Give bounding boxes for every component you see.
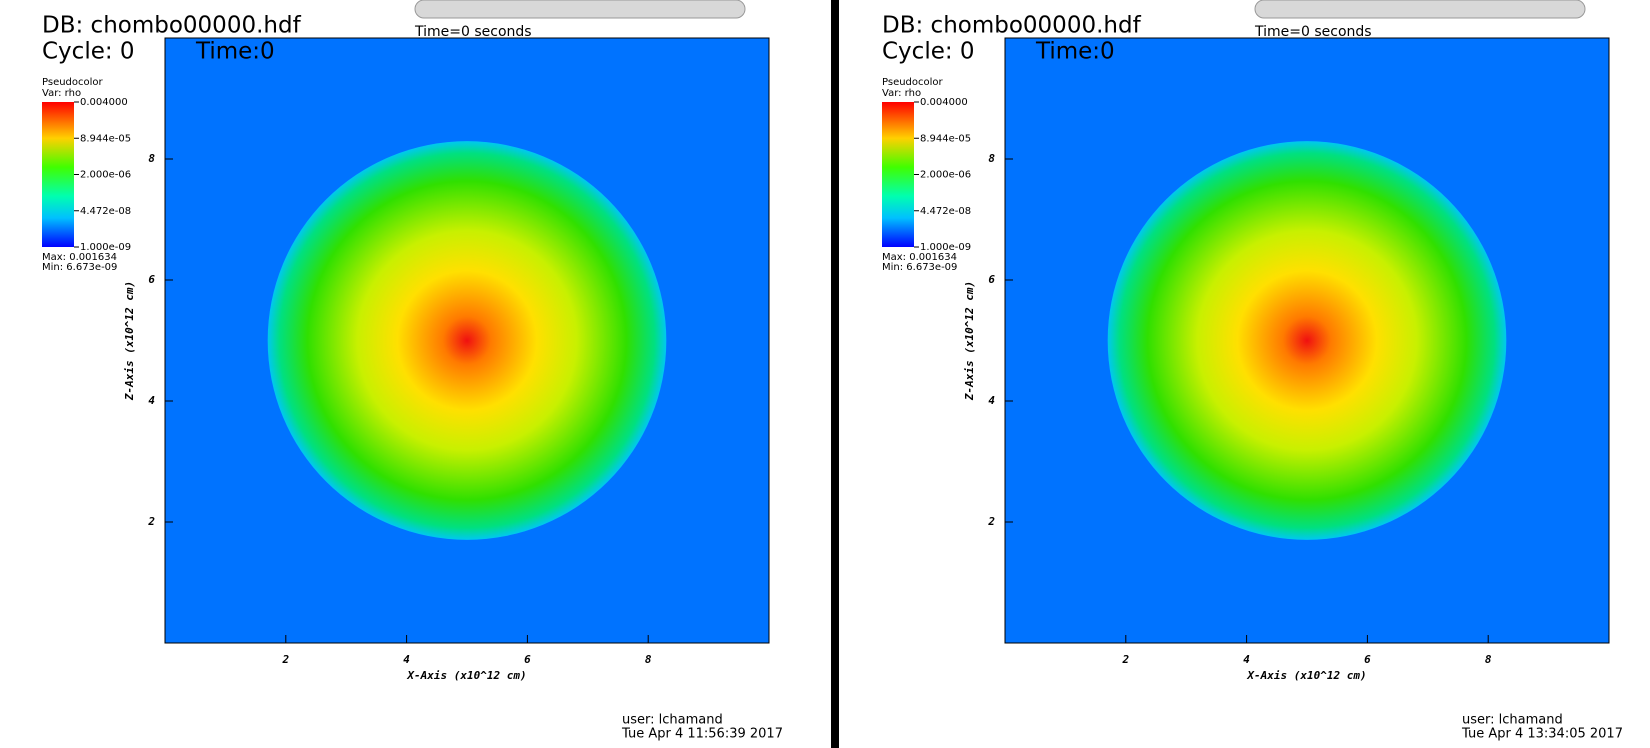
panel: Time=0 seconds DB: chombo00000.hdfCycle: … bbox=[42, 0, 783, 742]
x-tick-label: 6 bbox=[524, 653, 531, 666]
divider bbox=[831, 0, 839, 748]
x-tick-label: 4 bbox=[403, 653, 410, 666]
x-tick-label: 4 bbox=[1243, 653, 1250, 666]
legend-label: 1.000e-09 bbox=[920, 242, 971, 253]
date: Tue Apr 4 11:56:39 2017 bbox=[621, 727, 783, 742]
x-tick-label: 2 bbox=[1121, 653, 1129, 666]
legend-var: Var: rho bbox=[882, 88, 921, 99]
color-bar bbox=[882, 102, 914, 247]
legend-title: Pseudocolor bbox=[882, 77, 944, 88]
time: Time:0 bbox=[1035, 39, 1115, 65]
cycle: Cycle: 0 bbox=[42, 39, 135, 65]
panel: Time=0 seconds DB: chombo00000.hdfCycle: … bbox=[882, 0, 1623, 742]
y-tick-label: 4 bbox=[148, 394, 155, 407]
legend-title: Pseudocolor bbox=[42, 77, 104, 88]
y-tick-label: 8 bbox=[148, 152, 155, 165]
slider-label: Time=0 seconds bbox=[414, 24, 532, 40]
legend-label: 8.944e-05 bbox=[80, 133, 131, 144]
x-tick-label: 8 bbox=[1485, 653, 1492, 666]
z-axis-title: Z-Axis (x10^12 cm) bbox=[963, 281, 976, 401]
time: Time:0 bbox=[195, 39, 275, 65]
legend-label: 8.944e-05 bbox=[920, 133, 971, 144]
y-tick-label: 2 bbox=[147, 515, 155, 528]
legend-label: 0.004000 bbox=[80, 97, 128, 108]
user: user: lchamand bbox=[622, 713, 723, 728]
legend-label: 4.472e-08 bbox=[80, 206, 131, 217]
cycle: Cycle: 0 bbox=[882, 39, 975, 65]
slider-label: Time=0 seconds bbox=[1254, 24, 1372, 40]
z-axis-title: Z-Axis (x10^12 cm) bbox=[123, 281, 136, 401]
time-slider bbox=[1254, 0, 1586, 19]
legend-var: Var: rho bbox=[42, 88, 81, 99]
legend-label: 1.000e-09 bbox=[80, 242, 131, 253]
x-axis-title: X-Axis (x10^12 cm) bbox=[406, 669, 526, 682]
y-tick-label: 2 bbox=[987, 515, 995, 528]
legend-min: Min: 6.673e-09 bbox=[882, 262, 957, 273]
db-name: DB: chombo00000.hdf bbox=[42, 13, 302, 39]
x-axis-title: X-Axis (x10^12 cm) bbox=[1246, 669, 1366, 682]
y-tick-label: 6 bbox=[148, 273, 155, 286]
legend-max: Max: 0.001634 bbox=[42, 252, 117, 263]
x-tick-label: 6 bbox=[1364, 653, 1371, 666]
legend-label: 0.004000 bbox=[920, 97, 968, 108]
user: user: lchamand bbox=[1462, 713, 1563, 728]
time-slider bbox=[414, 0, 746, 19]
y-tick-label: 4 bbox=[988, 394, 995, 407]
y-tick-label: 6 bbox=[988, 273, 995, 286]
legend-min: Min: 6.673e-09 bbox=[42, 262, 117, 273]
x-tick-label: 2 bbox=[281, 653, 289, 666]
density-field bbox=[267, 141, 667, 540]
legend-max: Max: 0.001634 bbox=[882, 252, 957, 263]
date: Tue Apr 4 13:34:05 2017 bbox=[1461, 727, 1623, 742]
legend-label: 2.000e-06 bbox=[920, 170, 971, 181]
density-field bbox=[1107, 141, 1507, 540]
legend-label: 4.472e-08 bbox=[920, 206, 971, 217]
x-tick-label: 8 bbox=[645, 653, 652, 666]
db-name: DB: chombo00000.hdf bbox=[882, 13, 1142, 39]
legend-label: 2.000e-06 bbox=[80, 170, 131, 181]
y-tick-label: 8 bbox=[988, 152, 995, 165]
color-bar bbox=[42, 102, 74, 247]
